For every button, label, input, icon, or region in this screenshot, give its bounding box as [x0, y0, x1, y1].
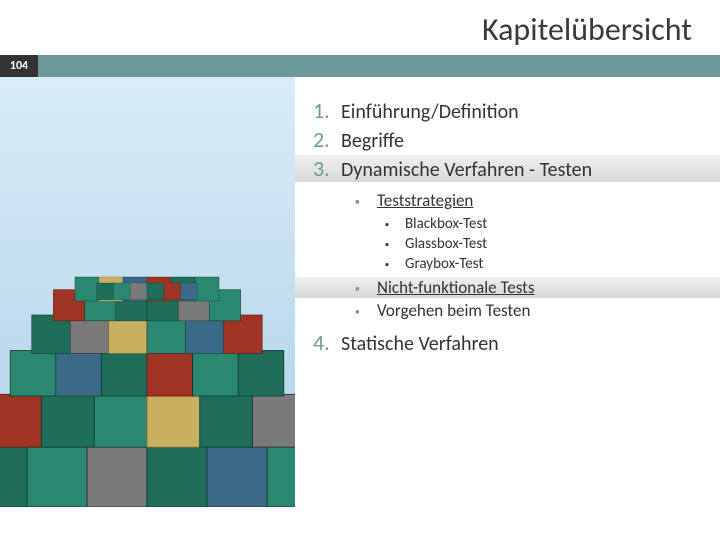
outline-item-3: Dynamische Verfahren - Testen: [295, 155, 720, 182]
subsub-item-glassbox: Glassbox-Test: [385, 235, 706, 253]
subsub-list: Blackbox-Test Glassbox-Test Graybox-Test: [385, 215, 706, 273]
header-bar: 104: [0, 55, 720, 77]
outline-column: Einführung/Definition Begriffe Dynamisch…: [295, 77, 720, 507]
sub-outline-list-2: Nicht-funktionale Tests Vorgehen beim Te…: [355, 277, 706, 321]
sub-outline-wrap: Teststrategien Blackbox-Test Glassbox-Te…: [313, 190, 706, 321]
content-row: Einführung/Definition Begriffe Dynamisch…: [0, 77, 720, 507]
sub-outline-list: Teststrategien: [355, 190, 706, 211]
outline-item-1: Einführung/Definition: [313, 97, 706, 124]
shipping-containers-illustration: [0, 77, 295, 507]
subsub-item-blackbox: Blackbox-Test: [385, 215, 706, 233]
sub-item-nichtfunktionale: Nicht-funktionale Tests: [295, 277, 720, 298]
subsub-wrap: Blackbox-Test Glassbox-Test Graybox-Test: [355, 215, 706, 273]
outline-item-4: Statische Verfahren: [313, 329, 706, 356]
sub-item-teststrategien: Teststrategien: [355, 190, 706, 211]
main-outline-list: Einführung/Definition Begriffe Dynamisch…: [313, 97, 706, 182]
subsub-item-graybox: Graybox-Test: [385, 255, 706, 273]
sub-item-vorgehen: Vorgehen beim Testen: [355, 300, 706, 321]
page-number-badge: 104: [0, 55, 38, 77]
outline-item-2: Begriffe: [313, 126, 706, 153]
decorative-image: [0, 77, 295, 507]
slide-title: Kapitelübersicht: [0, 0, 720, 55]
header-bar-fill: [38, 55, 720, 77]
main-outline-list-cont: Statische Verfahren: [313, 329, 706, 356]
